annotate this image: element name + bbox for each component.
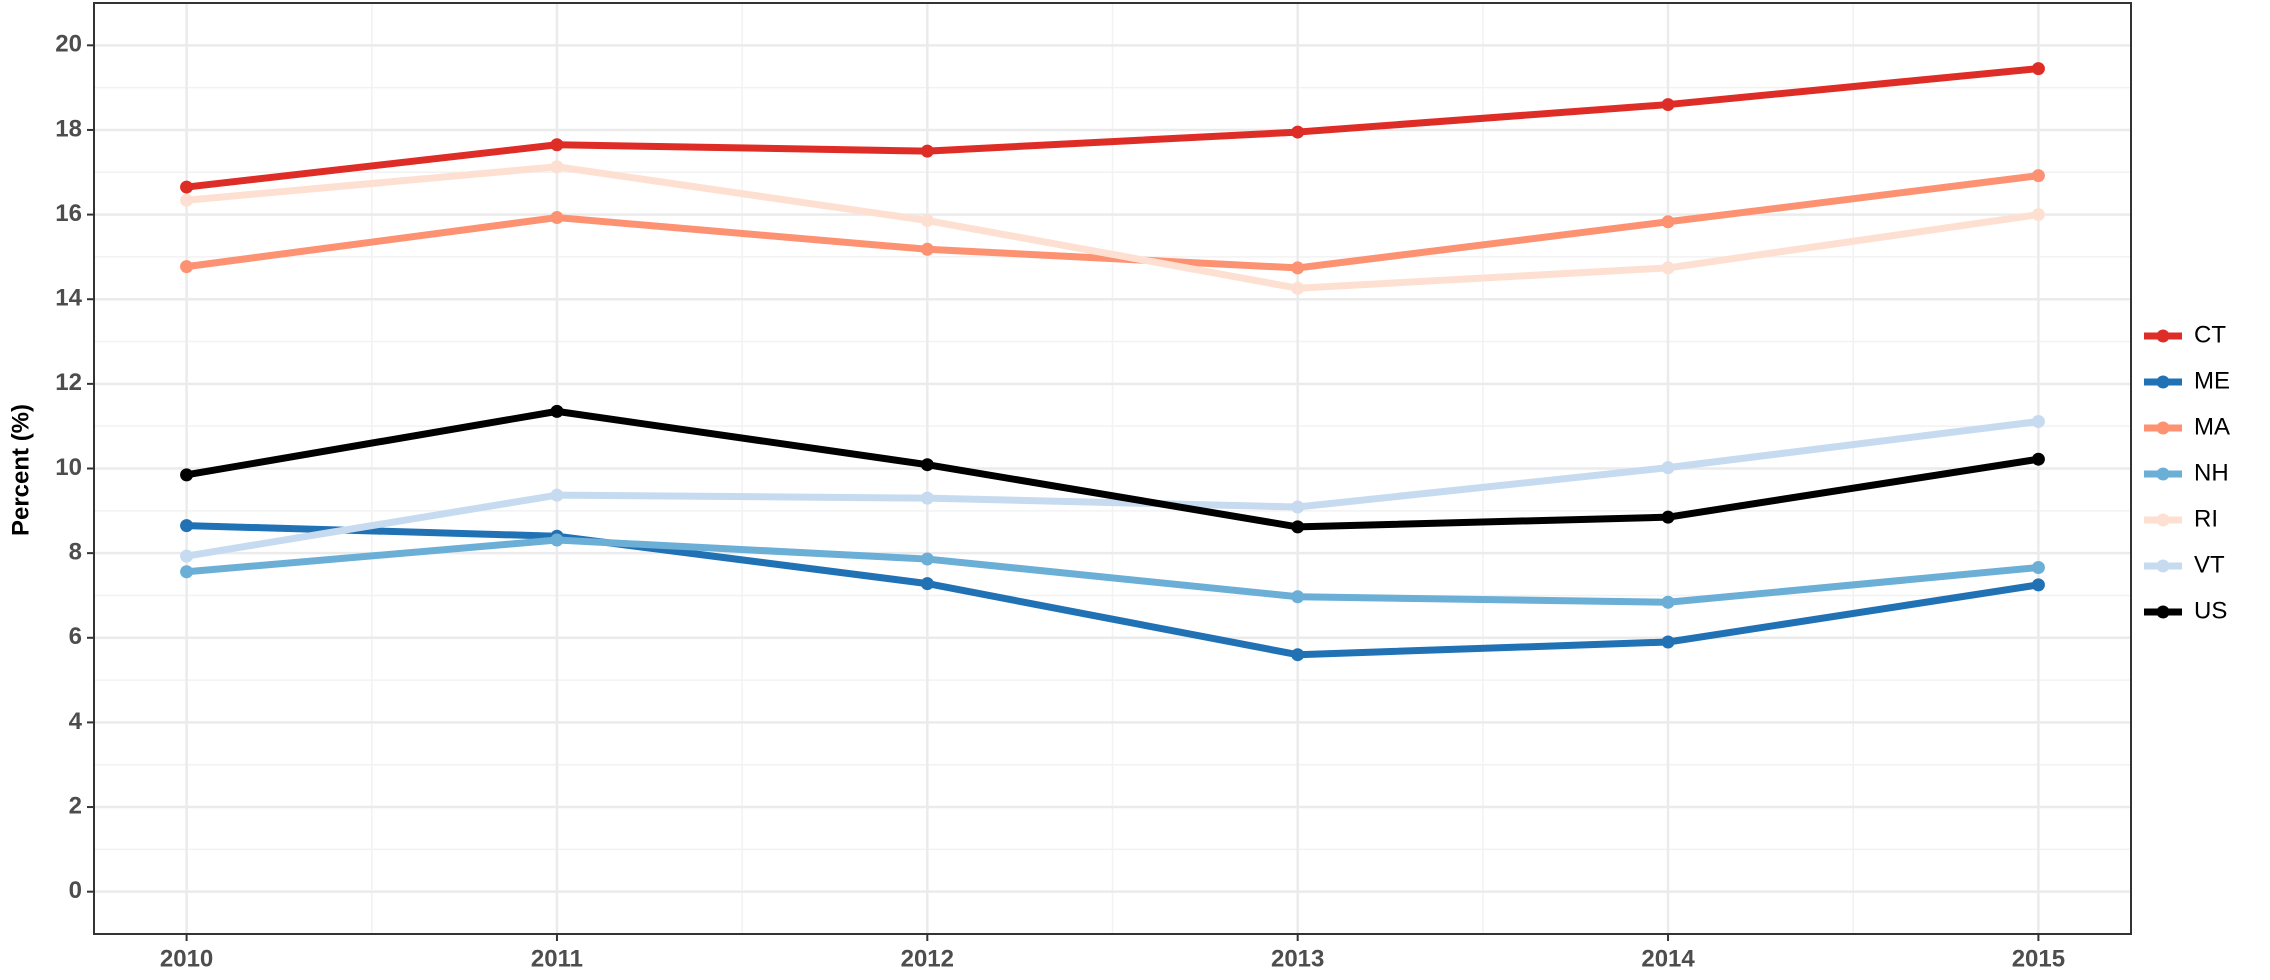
plot-border bbox=[93, 2, 2132, 935]
data-point bbox=[2031, 578, 2045, 592]
series-line bbox=[186, 65, 2039, 191]
data-point bbox=[180, 565, 194, 579]
legend-swatch-point bbox=[2156, 559, 2170, 573]
series-line bbox=[186, 163, 2039, 292]
data-point bbox=[920, 144, 934, 158]
series-line bbox=[186, 536, 2039, 606]
x-tick-label: 2012 bbox=[901, 945, 954, 972]
data-point bbox=[180, 549, 194, 563]
data-point bbox=[550, 160, 564, 174]
data-point bbox=[180, 193, 194, 207]
data-point bbox=[920, 552, 934, 566]
data-point bbox=[1291, 590, 1305, 604]
legend-swatch-point bbox=[2156, 513, 2170, 527]
y-tick-label: 20 bbox=[55, 31, 82, 58]
data-point bbox=[1291, 500, 1305, 514]
data-point bbox=[180, 260, 194, 274]
y-tick-label: 4 bbox=[69, 708, 83, 735]
y-tick-label: 18 bbox=[55, 115, 82, 142]
legend-label: MA bbox=[2194, 413, 2230, 440]
data-point bbox=[1661, 510, 1675, 524]
x-tick-label: 2011 bbox=[531, 945, 583, 972]
x-tick-label: 2014 bbox=[1641, 945, 1695, 972]
legend-swatch-point bbox=[2156, 605, 2170, 619]
data-point bbox=[1661, 461, 1675, 475]
legend-label: US bbox=[2194, 597, 2227, 624]
data-point bbox=[180, 468, 194, 482]
y-axis-label: Percent (%) bbox=[7, 404, 34, 536]
legend-swatch-point bbox=[2156, 375, 2170, 389]
data-point bbox=[550, 138, 564, 152]
series-line bbox=[186, 172, 2039, 272]
legend-label: VT bbox=[2194, 551, 2225, 578]
data-point bbox=[2031, 208, 2045, 222]
data-point bbox=[180, 519, 194, 533]
series-line bbox=[186, 418, 2039, 560]
data-point bbox=[1661, 215, 1675, 229]
legend-label: RI bbox=[2194, 505, 2218, 532]
data-point bbox=[2031, 415, 2045, 429]
data-point bbox=[920, 214, 934, 228]
y-tick-label: 10 bbox=[55, 454, 82, 481]
y-tick-label: 16 bbox=[55, 200, 82, 227]
data-point bbox=[920, 491, 934, 505]
data-point bbox=[1661, 595, 1675, 609]
y-tick-label: 2 bbox=[69, 792, 82, 819]
data-point bbox=[1661, 98, 1675, 112]
legend-label: NH bbox=[2194, 459, 2229, 486]
data-point bbox=[1661, 635, 1675, 649]
legend-swatch-point bbox=[2156, 421, 2170, 435]
data-point bbox=[550, 488, 564, 502]
legend-label: ME bbox=[2194, 367, 2230, 394]
y-tick-label: 0 bbox=[69, 877, 82, 904]
data-point bbox=[550, 211, 564, 225]
data-point bbox=[550, 533, 564, 547]
x-tick-label: 2015 bbox=[2012, 945, 2065, 972]
data-point bbox=[1291, 648, 1305, 662]
data-point bbox=[2031, 62, 2045, 76]
series-line bbox=[185, 407, 2039, 531]
data-point bbox=[920, 577, 934, 591]
x-tick-label: 2013 bbox=[1271, 945, 1324, 972]
data-point bbox=[1661, 261, 1675, 275]
legend-label: CT bbox=[2194, 321, 2226, 348]
data-point bbox=[920, 242, 934, 256]
series-line bbox=[186, 522, 2039, 659]
data-point bbox=[2031, 169, 2045, 183]
data-point bbox=[1291, 125, 1305, 139]
data-point bbox=[1291, 261, 1305, 275]
data-point bbox=[1291, 281, 1305, 295]
x-tick-label: 2010 bbox=[160, 945, 213, 972]
y-tick-label: 6 bbox=[69, 623, 82, 650]
y-tick-label: 12 bbox=[55, 369, 82, 396]
y-tick-label: 8 bbox=[69, 538, 82, 565]
data-point bbox=[2031, 561, 2045, 575]
legend-swatch-point bbox=[2156, 467, 2170, 481]
data-point bbox=[180, 180, 194, 194]
legend-swatch-point bbox=[2156, 329, 2170, 343]
data-point bbox=[2031, 452, 2045, 466]
data-point bbox=[920, 458, 934, 472]
data-point bbox=[1291, 520, 1305, 534]
y-tick-label: 14 bbox=[55, 285, 82, 312]
data-point bbox=[550, 404, 564, 418]
